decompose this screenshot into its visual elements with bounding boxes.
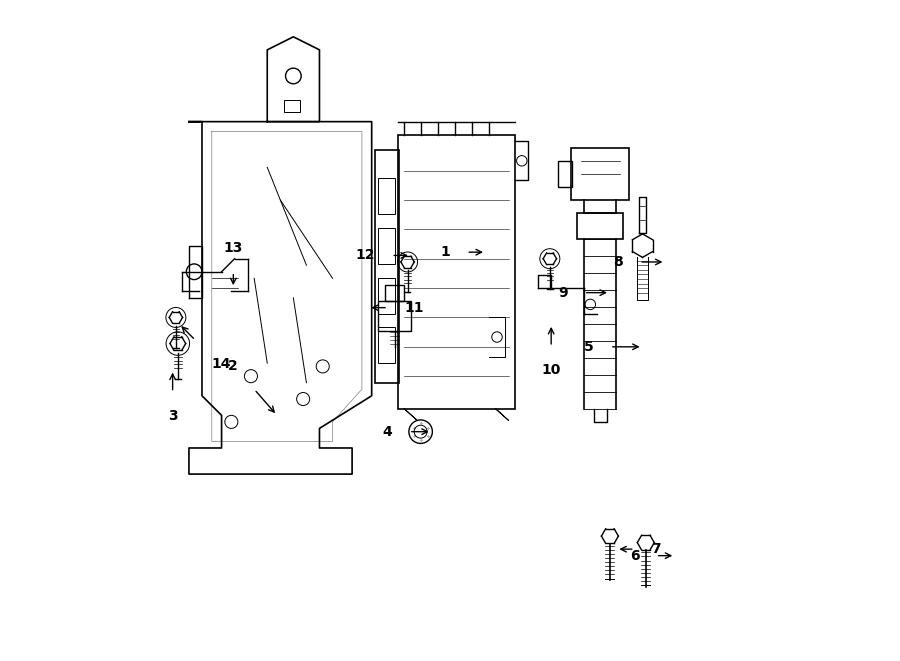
Bar <box>378 301 410 330</box>
Bar <box>577 213 623 239</box>
Bar <box>378 278 395 313</box>
Text: 5: 5 <box>584 340 594 354</box>
Text: 4: 4 <box>382 424 392 439</box>
Text: 7: 7 <box>651 542 661 556</box>
Text: 6: 6 <box>630 549 639 563</box>
Bar <box>284 100 300 112</box>
Bar <box>398 135 516 408</box>
Bar <box>378 327 395 363</box>
Text: 12: 12 <box>356 249 375 262</box>
Bar <box>378 228 395 264</box>
Text: 1: 1 <box>440 245 450 259</box>
Text: 8: 8 <box>613 255 623 269</box>
Text: 3: 3 <box>167 408 177 423</box>
Bar <box>558 161 572 187</box>
Bar <box>571 148 629 200</box>
Bar <box>375 149 399 383</box>
Text: 9: 9 <box>558 286 568 299</box>
Bar <box>378 178 395 214</box>
Text: 14: 14 <box>212 356 231 371</box>
Text: 2: 2 <box>228 359 238 373</box>
Text: 13: 13 <box>223 241 243 255</box>
Bar <box>384 285 404 301</box>
Text: 11: 11 <box>404 301 424 315</box>
Text: 10: 10 <box>542 363 561 377</box>
